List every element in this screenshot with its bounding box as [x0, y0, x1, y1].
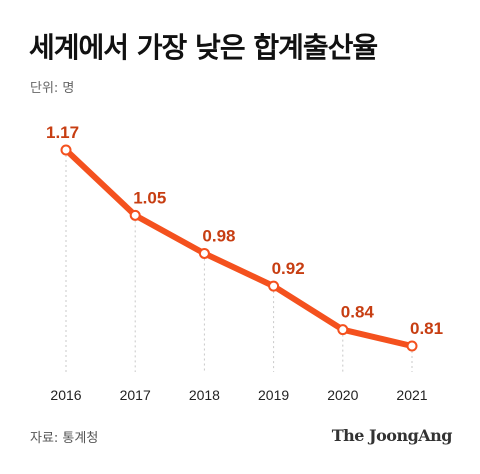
brand-logo: The JoongAng: [331, 426, 453, 445]
chart-title: 세계에서 가장 낮은 합계출산율: [29, 31, 378, 64]
x-tick-2016: 2016: [50, 387, 81, 403]
source-note: 자료: 통계청: [30, 431, 99, 446]
data-point-2019: [268, 280, 280, 292]
unit-label: 단위: 명: [30, 81, 75, 96]
data-label-2017: 1.05: [133, 188, 166, 207]
data-label-2020: 0.84: [341, 303, 375, 322]
data-point-2016: [60, 144, 72, 156]
data-label-2016: 1.17: [46, 123, 79, 142]
series-line: [63, 147, 415, 349]
data-label-2021: 0.81: [410, 319, 443, 338]
x-tick-2021: 2021: [396, 387, 427, 403]
x-tick-2019: 2019: [258, 387, 289, 403]
data-point-2017: [129, 209, 141, 221]
x-tick-2018: 2018: [189, 387, 220, 403]
x-tick-2020: 2020: [327, 387, 358, 403]
data-point-2021: [406, 340, 418, 352]
x-tick-2017: 2017: [120, 387, 151, 403]
data-label-2019: 0.92: [272, 259, 305, 278]
data-point-2020: [337, 324, 349, 336]
data-point-2018: [198, 247, 210, 259]
data-label-2018: 0.98: [202, 226, 235, 245]
